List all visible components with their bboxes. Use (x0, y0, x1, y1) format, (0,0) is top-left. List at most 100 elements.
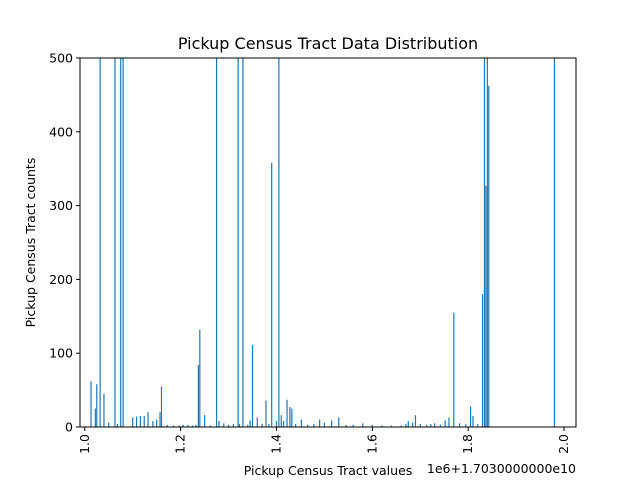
bar (434, 423, 436, 427)
bar (488, 86, 490, 427)
bar (472, 415, 474, 427)
bar (99, 58, 101, 427)
bar (444, 420, 446, 427)
bar (553, 58, 556, 427)
bar (338, 417, 340, 427)
x-axis: 1.0 1.2 1.4 1.6 1.8 2.0 (77, 427, 571, 454)
bar (265, 400, 267, 427)
bar (156, 419, 158, 427)
bar (251, 345, 254, 427)
bar (330, 420, 333, 427)
bar (256, 417, 258, 427)
bar (439, 424, 441, 427)
x-tick-label: 1.6 (364, 434, 379, 454)
bar (425, 424, 428, 427)
bar (289, 407, 291, 427)
bar (280, 415, 282, 427)
y-tick-label: 500 (49, 51, 73, 66)
bar (448, 417, 450, 427)
bar (458, 423, 461, 427)
bar (143, 415, 145, 427)
bar (307, 424, 309, 427)
bar (227, 424, 230, 427)
bar (485, 185, 487, 427)
y-axis: 0 100 200 300 400 500 (49, 51, 80, 435)
bar (103, 393, 105, 427)
bar (414, 415, 417, 427)
bar (271, 162, 273, 428)
bar (192, 425, 194, 427)
bar (108, 422, 110, 427)
x-tick-label: 2.0 (556, 434, 571, 454)
x-tick-label: 1.2 (173, 434, 188, 454)
plot-frame (79, 57, 577, 428)
bar (116, 424, 118, 427)
bar (199, 329, 201, 427)
bar (419, 424, 421, 427)
bar (411, 422, 414, 427)
y-tick-label: 100 (49, 346, 73, 361)
bar (172, 425, 175, 427)
bar (90, 381, 92, 427)
bar (381, 425, 383, 427)
y-tick-label: 0 (65, 420, 73, 435)
bar (218, 421, 220, 427)
bar (286, 399, 288, 427)
bar (132, 417, 134, 427)
bar (139, 415, 141, 427)
x-tick-label: 1.0 (77, 434, 92, 454)
bar (159, 412, 161, 427)
bar (147, 412, 149, 427)
bar (362, 423, 364, 427)
bar (275, 421, 278, 427)
bar (232, 424, 234, 427)
bar (242, 58, 244, 427)
bar (195, 424, 197, 427)
bar (120, 58, 122, 427)
bar (465, 424, 467, 427)
x-axis-label: Pickup Census Tract values (244, 463, 413, 478)
bar (407, 421, 409, 427)
bar (223, 423, 225, 427)
bars-layer (90, 58, 556, 428)
bar (94, 408, 96, 427)
bar (166, 424, 168, 427)
bar (469, 406, 472, 427)
bar (371, 424, 373, 427)
bar (178, 425, 180, 427)
bar (187, 424, 189, 427)
bar (319, 419, 321, 427)
bar (405, 424, 407, 427)
bar (261, 424, 263, 427)
bar (345, 424, 347, 427)
y-tick-label: 300 (49, 198, 73, 213)
bar (477, 424, 479, 427)
bar (96, 384, 98, 427)
bar (295, 424, 297, 427)
bar (237, 58, 239, 427)
bar (483, 58, 486, 427)
bar (430, 424, 432, 427)
bar (204, 415, 206, 427)
x-tick-label: 1.8 (460, 434, 475, 454)
bar (283, 421, 285, 427)
bar (160, 386, 163, 427)
chart-title: Pickup Census Tract Data Distribution (178, 34, 478, 53)
y-tick-label: 200 (49, 272, 73, 287)
bar (209, 425, 211, 427)
y-axis-label: Pickup Census Tract counts (23, 158, 38, 328)
bar (135, 416, 138, 427)
bar (247, 424, 249, 427)
bar (249, 420, 251, 427)
bar (278, 58, 280, 427)
y-tick-label: 400 (49, 124, 73, 139)
bar (453, 312, 455, 427)
bar (352, 424, 354, 427)
x-axis-offset-label: 1e6+1.7030000000e10 (427, 461, 576, 476)
bar (152, 421, 154, 427)
bar (182, 424, 184, 427)
bar (114, 58, 116, 427)
bar (268, 424, 270, 427)
x-tick-label: 1.4 (268, 434, 283, 454)
